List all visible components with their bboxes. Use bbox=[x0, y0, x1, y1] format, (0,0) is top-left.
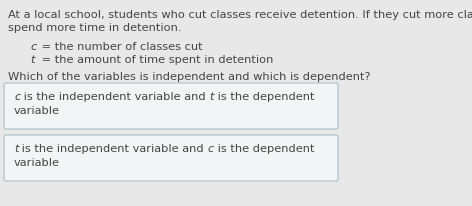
FancyBboxPatch shape bbox=[4, 84, 338, 129]
Text: is the independent variable and: is the independent variable and bbox=[20, 91, 210, 102]
FancyBboxPatch shape bbox=[4, 135, 338, 181]
Text: t: t bbox=[14, 143, 18, 153]
Text: t: t bbox=[210, 91, 214, 102]
Text: is the independent variable and: is the independent variable and bbox=[18, 143, 208, 153]
Text: c: c bbox=[208, 143, 214, 153]
Text: Which of the variables is independent and which is dependent?: Which of the variables is independent an… bbox=[8, 72, 371, 82]
Text: c: c bbox=[14, 91, 20, 102]
Text: t: t bbox=[30, 55, 34, 65]
Text: c: c bbox=[30, 42, 36, 52]
Text: At a local school, students who cut classes receive detention. If they cut more : At a local school, students who cut clas… bbox=[8, 10, 472, 20]
Text: = the number of classes cut: = the number of classes cut bbox=[38, 42, 202, 52]
Text: variable: variable bbox=[14, 157, 60, 167]
Text: is the dependent: is the dependent bbox=[214, 143, 314, 153]
Text: is the dependent: is the dependent bbox=[214, 91, 314, 102]
Text: variable: variable bbox=[14, 105, 60, 115]
Text: spend more time in detention.: spend more time in detention. bbox=[8, 23, 182, 33]
Text: = the amount of time spent in detention: = the amount of time spent in detention bbox=[38, 55, 273, 65]
